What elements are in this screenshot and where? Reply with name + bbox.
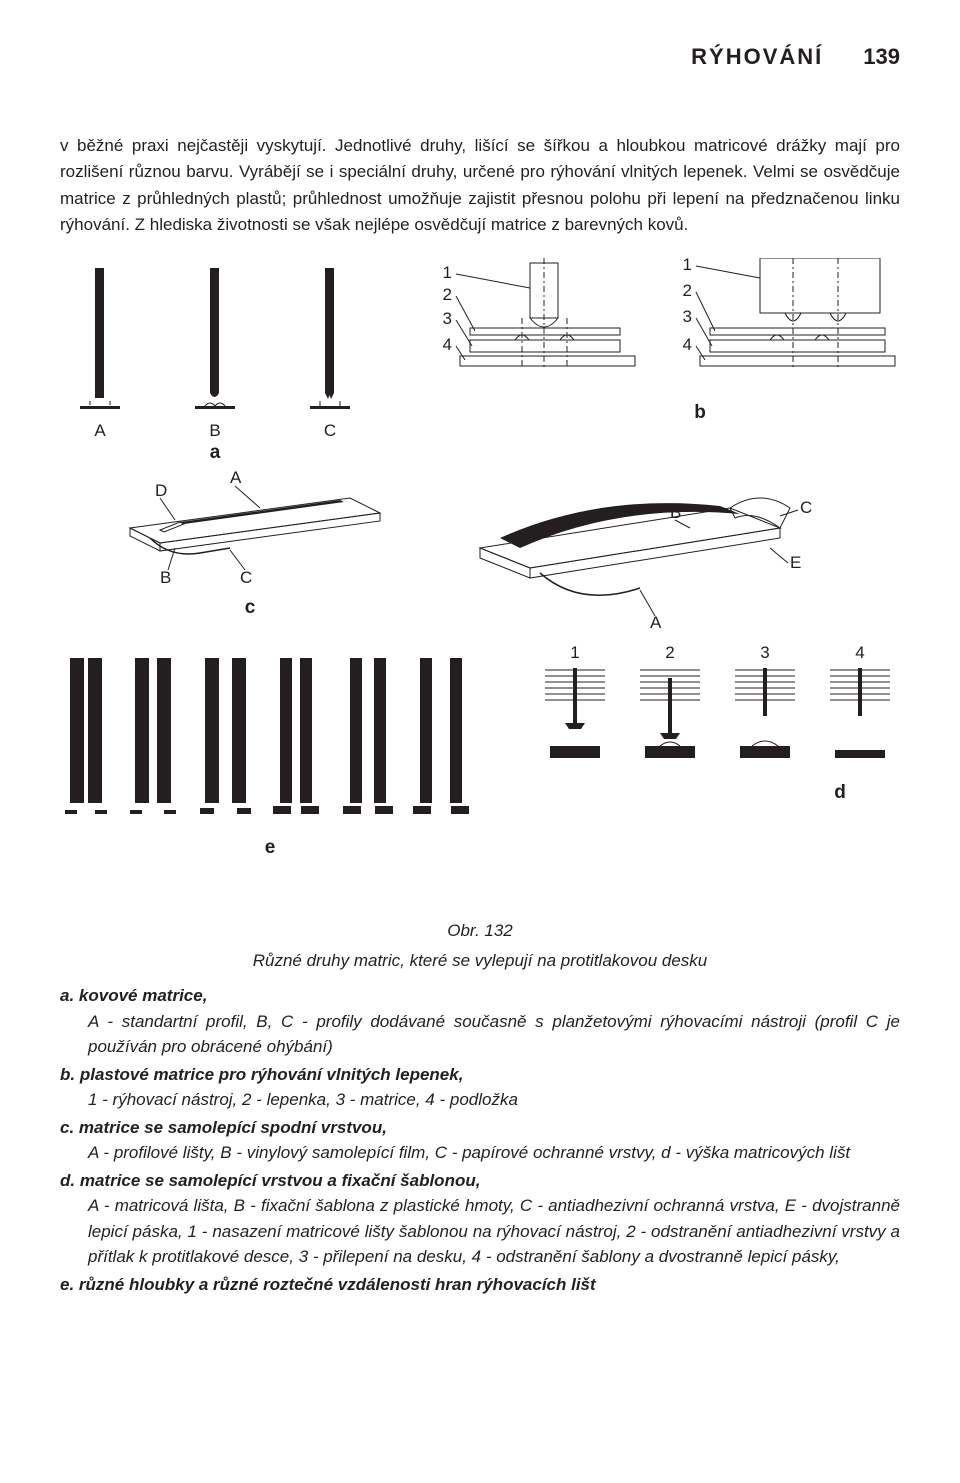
caption-item: b. plastové matrice pro rýhování vlnitýc… bbox=[60, 1062, 900, 1113]
svg-text:3: 3 bbox=[443, 309, 452, 328]
svg-text:1: 1 bbox=[443, 263, 452, 282]
svg-text:4: 4 bbox=[443, 335, 452, 354]
svg-text:B: B bbox=[670, 503, 681, 522]
page-number: 139 bbox=[863, 40, 900, 73]
svg-text:B: B bbox=[160, 568, 171, 587]
svg-text:d: d bbox=[834, 782, 846, 803]
svg-text:b: b bbox=[694, 402, 706, 423]
svg-text:3: 3 bbox=[760, 643, 769, 662]
svg-text:C: C bbox=[324, 421, 336, 440]
subfig-b: 1 2 3 4 1 2 3 4 bbox=[443, 258, 895, 423]
svg-text:A: A bbox=[650, 613, 662, 632]
section-title: RÝHOVÁNÍ bbox=[691, 40, 823, 73]
caption-title: Obr. 132 bbox=[60, 918, 900, 944]
svg-text:C: C bbox=[800, 498, 812, 517]
svg-text:2: 2 bbox=[683, 281, 692, 300]
svg-text:B: B bbox=[209, 421, 220, 440]
caption-list: a. kovové matrice, A - standartní profil… bbox=[60, 983, 900, 1297]
figure-132: A B C a bbox=[60, 258, 900, 898]
svg-text:A: A bbox=[230, 468, 242, 487]
subfig-d: 1 2 3 bbox=[545, 643, 890, 803]
figure-svg: A B C a bbox=[60, 258, 900, 898]
caption-item: e. různé hloubky a různé roztečné vzdále… bbox=[60, 1272, 900, 1298]
svg-text:D: D bbox=[155, 481, 167, 500]
svg-text:2: 2 bbox=[443, 285, 452, 304]
svg-text:1: 1 bbox=[570, 643, 579, 662]
svg-text:1: 1 bbox=[683, 258, 692, 274]
svg-text:2: 2 bbox=[665, 643, 674, 662]
page-header: RÝHOVÁNÍ 139 bbox=[60, 40, 900, 73]
caption-item: a. kovové matrice, A - standartní profil… bbox=[60, 983, 900, 1060]
svg-text:a: a bbox=[210, 442, 221, 463]
subfig-c: A D B C c B C E A bbox=[130, 468, 812, 632]
svg-text:C: C bbox=[240, 568, 252, 587]
svg-text:3: 3 bbox=[683, 307, 692, 326]
svg-text:4: 4 bbox=[855, 643, 864, 662]
subfig-a: A B C a bbox=[80, 268, 350, 463]
svg-text:E: E bbox=[790, 553, 801, 572]
svg-text:A: A bbox=[94, 421, 106, 440]
subfig-e: e bbox=[65, 658, 469, 858]
caption-item: d. matrice se samolepící vrstvou a fixač… bbox=[60, 1168, 900, 1270]
figure-caption: Obr. 132 Různé druhy matric, které se vy… bbox=[60, 918, 900, 1297]
svg-text:c: c bbox=[245, 597, 256, 618]
svg-text:4: 4 bbox=[683, 335, 692, 354]
body-paragraph: v běžné praxi nejčastěji vyskytují. Jedn… bbox=[60, 133, 900, 238]
caption-item: c. matrice se samolepící spodní vrstvou,… bbox=[60, 1115, 900, 1166]
caption-subtitle: Různé druhy matric, které se vylepují na… bbox=[60, 948, 900, 974]
svg-text:e: e bbox=[265, 837, 276, 858]
